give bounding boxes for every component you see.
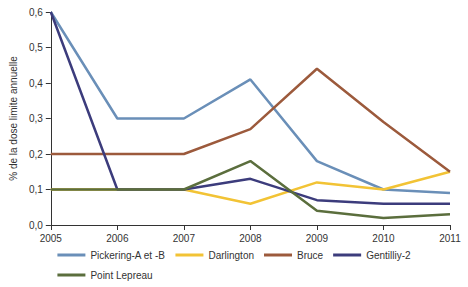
svg-text:% de la dose limite annuelle: % de la dose limite annuelle [8, 56, 19, 181]
svg-text:0,1: 0,1 [29, 184, 43, 195]
svg-text:0,2: 0,2 [29, 149, 43, 160]
svg-text:0,0: 0,0 [29, 220, 43, 231]
svg-text:2009: 2009 [306, 233, 329, 244]
svg-text:Darlington: Darlington [208, 250, 254, 261]
svg-text:2011: 2011 [439, 233, 461, 244]
svg-text:0,4: 0,4 [29, 78, 43, 89]
svg-text:0,5: 0,5 [29, 42, 43, 53]
svg-text:0,3: 0,3 [29, 113, 43, 124]
svg-text:Pickering-A et -B: Pickering-A et -B [90, 250, 165, 261]
svg-text:Point Lepreau: Point Lepreau [90, 270, 152, 281]
svg-text:Bruce: Bruce [297, 250, 324, 261]
svg-text:2006: 2006 [106, 233, 129, 244]
svg-text:2007: 2007 [173, 233, 196, 244]
svg-text:0,6: 0,6 [29, 7, 43, 18]
svg-text:Gentilliy-2: Gentilliy-2 [366, 250, 411, 261]
svg-text:2005: 2005 [40, 233, 63, 244]
svg-text:2010: 2010 [372, 233, 395, 244]
svg-text:2008: 2008 [239, 233, 262, 244]
